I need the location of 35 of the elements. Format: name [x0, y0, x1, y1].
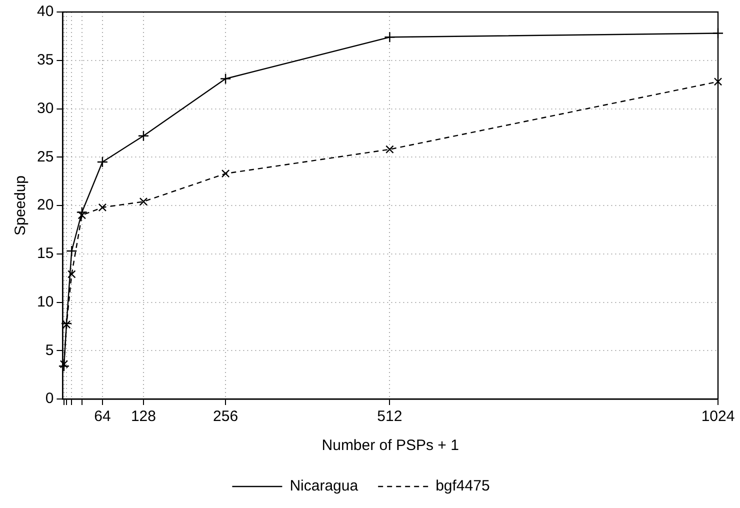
y-tick-label: 10	[36, 293, 54, 310]
point	[384, 32, 396, 43]
point	[138, 130, 150, 142]
y-tick-label: 20	[36, 196, 54, 214]
legend-label: Nicaragua	[290, 478, 359, 495]
point	[60, 360, 68, 368]
y-axis-title: Speedup	[12, 175, 30, 236]
x-tick-label: 128	[130, 408, 156, 426]
point	[220, 73, 232, 84]
y-tick-label: 25	[36, 148, 54, 166]
x-tick-label: 256	[213, 408, 238, 426]
point	[98, 203, 107, 212]
point	[221, 169, 230, 178]
x-tick-label: 512	[377, 408, 402, 426]
point	[96, 156, 108, 168]
point	[714, 78, 722, 86]
point	[58, 360, 70, 372]
point	[60, 318, 72, 330]
point	[68, 270, 76, 278]
y-tick-label: 40	[36, 3, 54, 20]
point	[712, 28, 724, 39]
point	[76, 206, 88, 218]
x-tick-label: 1024	[701, 408, 735, 426]
x-tick-label: 64	[94, 408, 111, 426]
y-tick-label: 15	[36, 245, 54, 262]
point	[139, 197, 148, 206]
y-tick-label: 0	[45, 390, 54, 408]
x-axis-title: Number of PSPs + 1	[322, 437, 459, 454]
point	[62, 320, 71, 329]
y-tick-label: 30	[36, 100, 54, 117]
y-tick-label: 5	[45, 342, 54, 359]
y-tick-label: 35	[36, 52, 54, 69]
point	[386, 145, 394, 154]
point	[66, 245, 78, 257]
legend-label: bgf4475	[436, 478, 490, 495]
